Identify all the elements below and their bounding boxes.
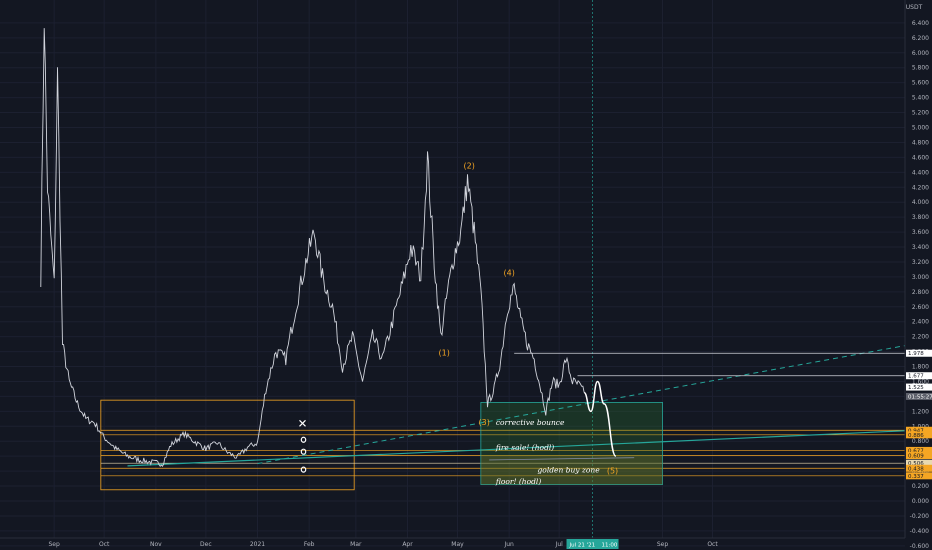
y-tick-label: 4.200	[912, 184, 929, 191]
y-tick-label: 0.200	[912, 483, 929, 490]
y-tick-label: -0.200	[910, 513, 930, 520]
x-tick-label: Feb	[304, 541, 315, 548]
projection-path	[583, 380, 617, 457]
x-tick-label: Sep	[657, 541, 669, 548]
y-tick-label: 5.600	[912, 80, 929, 87]
price-axis-tag	[906, 349, 932, 357]
price-axis-tag-label: 0.609	[908, 454, 924, 460]
x-mark	[299, 419, 306, 427]
price-axis-tag	[906, 426, 932, 434]
price-axis-tag-label: 0.947	[908, 428, 924, 434]
y-tick-label: 1.200	[912, 408, 929, 415]
y-tick-label: 4.600	[912, 154, 929, 161]
x-tick-label: Apr	[402, 541, 413, 548]
zone-label: corrective bounce	[496, 418, 565, 427]
price-axis-tag	[906, 431, 932, 439]
y-tick-label: 6.400	[912, 20, 929, 27]
y-tick-label: 4.000	[912, 199, 929, 206]
y-tick-label: 3.000	[912, 274, 929, 281]
price-axis-tag	[906, 446, 932, 454]
y-tick-label: 4.400	[912, 169, 929, 176]
x-tick-label: Nov	[150, 541, 162, 548]
cursor-date-label: Jul 21 '21	[569, 543, 596, 549]
x-tick-label: Dec	[200, 541, 212, 548]
y-tick-label: 4.800	[912, 139, 929, 146]
y-tick-label: 2.800	[912, 289, 929, 296]
x-tick-label: Oct	[99, 541, 110, 548]
y-tick-label: -0.400	[910, 528, 930, 535]
wave-label: (1)	[439, 348, 450, 357]
y-tick-label: 6.200	[912, 35, 929, 42]
y-tick-label: 6.000	[912, 50, 929, 57]
price-axis-tag	[906, 472, 932, 480]
price-axis[interactable]: USDT 6.400 6.200 6.000 5.800 5.600 5.400 5.200 5…	[904, 0, 932, 550]
x-tick-label: Jun	[503, 541, 514, 548]
annotations: (1) (2) (3) (4) (5) corrective bounce fire sal…	[299, 162, 618, 486]
zone-label: fire sale! (hodl)	[495, 443, 554, 452]
price-series	[40, 28, 585, 468]
wave-label: (3)	[479, 418, 490, 427]
price-axis-tag-label: 01:55:27	[908, 394, 932, 400]
wave-label: (5)	[607, 466, 618, 475]
wave-label: (4)	[504, 268, 515, 277]
x-tick-label: Jul	[555, 541, 564, 548]
y-tick-label: 0.800	[912, 438, 929, 445]
price-axis-tag-label: 0.886	[908, 433, 924, 439]
cursor-date-tag	[566, 539, 619, 549]
circle-mark	[300, 436, 307, 443]
y-tick-label: 2.600	[912, 304, 929, 311]
price-axis-tag	[906, 459, 932, 467]
currency-label: USDT	[906, 4, 923, 11]
circle-mark	[300, 448, 307, 455]
y-tick-label: 1.800	[912, 364, 929, 371]
y-tick-label: 5.000	[912, 125, 929, 132]
drawing-shapes	[100, 345, 906, 491]
consolidation-box	[100, 399, 355, 491]
grey-trendline	[489, 457, 635, 461]
dashed-trendline	[257, 345, 906, 465]
x-tick-label: 2021	[250, 541, 265, 548]
y-tick-label: 2.400	[912, 319, 929, 326]
zone-label: golden buy zone	[538, 466, 601, 475]
x-tick-label: May	[451, 541, 464, 548]
chart-grid	[0, 0, 905, 547]
x-tick-label: Oct	[707, 541, 718, 548]
price-axis-tag	[906, 383, 932, 391]
zone-label: floor! (hodl)	[495, 477, 541, 486]
support-trendline	[127, 430, 906, 467]
cursor-time-label: 11:00	[602, 543, 618, 549]
y-tick-label: 2.200	[912, 334, 929, 341]
y-tick-label: 1.600	[912, 378, 929, 385]
circle-mark	[300, 466, 307, 473]
y-tick-label: 3.800	[912, 214, 929, 221]
wave-label: (2)	[464, 162, 475, 171]
x-tick-label: Sep	[49, 541, 61, 548]
price-axis-tag	[906, 464, 932, 472]
price-axis-tag	[906, 392, 932, 400]
price-axis-tag-label: 0.506	[908, 461, 924, 467]
price-axis-tag-label: 0.337	[908, 474, 924, 480]
y-tick-label: 5.800	[912, 65, 929, 72]
time-axis[interactable]: Sep Oct Nov Dec 2021 Feb Mar Apr May Jun Jul Sep Oct…	[0, 537, 905, 549]
price-axis-tag-label: 1.978	[908, 351, 924, 357]
y-tick-label: 0.000	[912, 498, 929, 505]
price-axis-tag-label: 1.525	[908, 385, 924, 391]
price-axis-tag	[906, 372, 932, 380]
y-tick-label: 3.400	[912, 244, 929, 251]
x-tick-label: Mar	[350, 541, 362, 548]
floor-zone-fill	[480, 455, 663, 485]
y-tick-label: 3.200	[912, 259, 929, 266]
price-axis-tag-label: 1.677	[908, 374, 924, 380]
y-tick-label: 3.600	[912, 229, 929, 236]
price-axis-tag	[906, 452, 932, 460]
price-axis-tag-label: 0.677	[908, 448, 924, 454]
price-line	[40, 28, 585, 468]
y-tick-label: -0.600	[910, 543, 930, 550]
y-tick-label: 5.400	[912, 95, 929, 102]
price-axis-tag-label: 0.438	[908, 466, 924, 472]
y-tick-label: 5.200	[912, 110, 929, 117]
